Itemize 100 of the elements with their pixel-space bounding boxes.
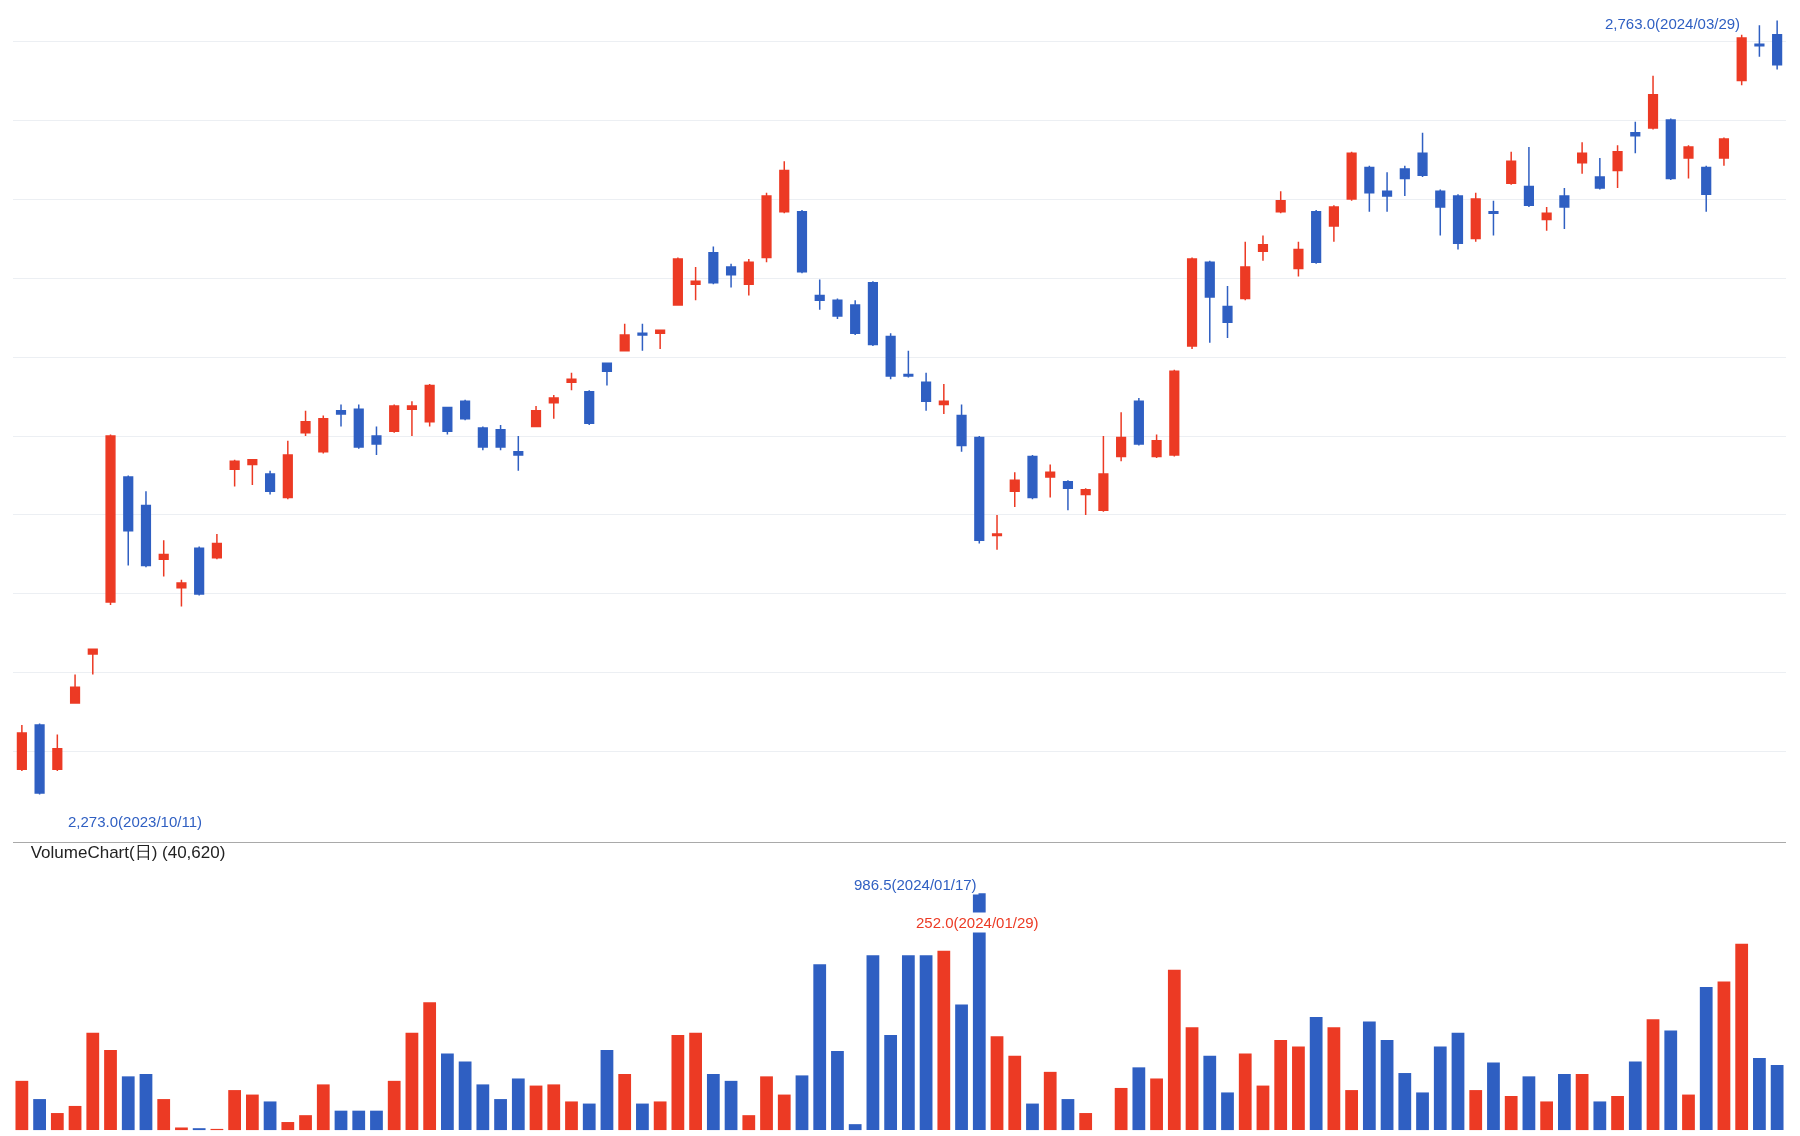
candlestick — [406, 400, 418, 437]
bar — [1345, 1090, 1358, 1131]
candlestick — [850, 299, 861, 336]
bar — [1611, 1096, 1624, 1131]
candlestick — [87, 648, 98, 676]
bar — [1682, 1094, 1695, 1131]
bar — [1203, 1055, 1217, 1131]
candlestick — [1523, 146, 1535, 208]
bar — [1026, 1103, 1039, 1131]
candlestick — [690, 266, 701, 301]
candlestick — [1577, 141, 1588, 175]
bar — [1717, 981, 1731, 1131]
candlestick — [708, 245, 719, 286]
candlestick — [318, 414, 329, 455]
bar — [1221, 1092, 1234, 1131]
candlestick — [442, 406, 453, 436]
candlestick — [211, 533, 222, 560]
candlestick — [1701, 165, 1712, 213]
candlestick — [52, 733, 63, 772]
candlestick — [814, 278, 825, 311]
bar — [813, 964, 827, 1131]
bar — [33, 1099, 46, 1131]
bar — [1114, 1087, 1128, 1131]
bar — [529, 1085, 543, 1131]
bar — [245, 1094, 259, 1131]
bar — [848, 1124, 862, 1131]
candlestick — [1009, 471, 1020, 508]
bar — [423, 1002, 437, 1131]
bar — [582, 1103, 596, 1131]
candlestick — [1186, 256, 1198, 350]
candlestick — [1665, 117, 1676, 181]
bar — [1770, 1064, 1784, 1131]
bar — [1398, 1073, 1412, 1131]
candlestick — [247, 458, 258, 486]
candlestick — [1098, 435, 1109, 513]
bar — [565, 1101, 578, 1131]
candlestick — [655, 329, 666, 350]
bar — [884, 1034, 898, 1131]
bar — [352, 1110, 366, 1131]
bar — [1646, 1019, 1660, 1131]
bar — [139, 1073, 153, 1131]
bar — [1628, 1061, 1642, 1131]
bar — [1274, 1039, 1288, 1131]
candlestick — [1594, 157, 1605, 191]
candlestick — [1062, 479, 1074, 512]
text: 986.5(2024/01/17) — [854, 876, 977, 893]
candlestick — [1488, 199, 1499, 237]
bar — [1416, 1092, 1429, 1131]
bar — [1309, 1016, 1323, 1131]
bar — [316, 1084, 330, 1131]
bar — [671, 1034, 685, 1131]
candlestick — [956, 403, 967, 453]
candlestick — [637, 323, 648, 352]
bar — [476, 1084, 490, 1131]
bar — [1061, 1099, 1075, 1131]
candlestick — [1541, 206, 1552, 232]
candlestick — [460, 398, 471, 421]
bar — [1504, 1096, 1518, 1131]
annotation: 2,763.0(2024/03/29) — [1605, 15, 1741, 32]
bar — [1380, 1039, 1394, 1131]
bar — [281, 1122, 295, 1131]
bar — [334, 1110, 348, 1131]
candlestick — [566, 372, 577, 391]
bar — [1522, 1076, 1536, 1131]
candlestick — [1417, 131, 1428, 178]
bar — [724, 1080, 738, 1131]
candlestick — [1240, 240, 1251, 301]
candlestick — [974, 435, 985, 545]
bar — [1008, 1055, 1022, 1131]
candlestick — [672, 256, 683, 306]
bar — [1664, 1030, 1678, 1131]
candlestick — [761, 191, 772, 263]
candlestick — [725, 263, 737, 289]
bar — [1132, 1067, 1146, 1131]
bar — [1167, 969, 1181, 1131]
bar — [370, 1110, 383, 1131]
candlestick — [140, 490, 152, 568]
candlestick — [16, 724, 27, 772]
bar — [706, 1073, 720, 1131]
bar — [175, 1127, 188, 1131]
candlestick — [1346, 150, 1357, 202]
candlestick — [353, 403, 364, 450]
bar — [1238, 1053, 1252, 1131]
bar — [157, 1099, 171, 1131]
chart-title: VolumeChart(日) (40,620) — [30, 843, 226, 863]
candlestick — [1754, 24, 1765, 58]
candlestick — [69, 673, 81, 704]
bar — [937, 950, 951, 1131]
candlestick — [1116, 411, 1127, 463]
bar — [866, 955, 880, 1131]
bar — [795, 1075, 809, 1131]
candlestick — [1151, 433, 1162, 459]
candlestick — [1204, 259, 1215, 344]
candlestick — [1718, 136, 1730, 167]
annotation: 2,273.0(2023/10/11) — [68, 813, 202, 830]
bar — [1753, 1057, 1766, 1131]
bar — [1557, 1073, 1571, 1131]
candlestick — [1293, 240, 1304, 278]
bar — [86, 1032, 100, 1131]
candlestick — [194, 545, 205, 597]
